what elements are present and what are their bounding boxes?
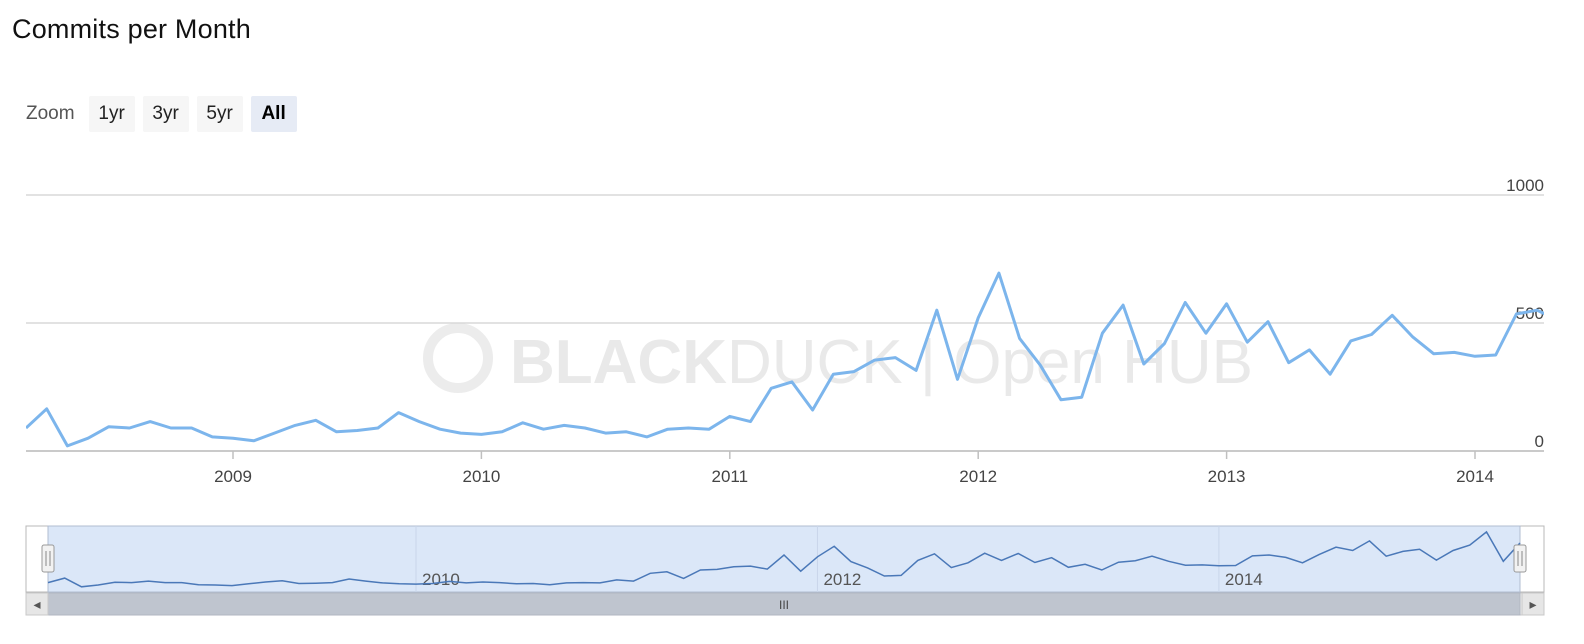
scroll-left-arrow-icon: ◂ xyxy=(33,596,40,612)
navigator-tick-label: 2012 xyxy=(823,570,861,589)
zoom-1yr-button[interactable]: 1yr xyxy=(88,96,135,132)
x-tick-label: 2009 xyxy=(214,467,252,486)
y-tick-label: 0 xyxy=(1535,432,1544,451)
zoom-3yr-button[interactable]: 3yr xyxy=(142,96,189,132)
navigator-left-handle[interactable] xyxy=(41,544,55,573)
scroll-right-button[interactable] xyxy=(1521,592,1545,616)
zoom-label: Zoom xyxy=(26,103,75,124)
x-tick-label: 2010 xyxy=(462,467,500,486)
navigator-series-line xyxy=(47,530,1521,588)
zoom-controls: Zoom 1yr 3yr 5yr All xyxy=(26,96,297,132)
x-tick-label: 2013 xyxy=(1208,467,1246,486)
chart-title: Commits per Month xyxy=(12,14,251,44)
navigator-tick-label: 2010 xyxy=(422,570,460,589)
scrollbar-grip: III xyxy=(779,598,789,612)
y-tick-label: 1000 xyxy=(1506,176,1544,195)
scroll-right-arrow-icon: ▸ xyxy=(1529,596,1536,612)
navigator-tick-label: 2014 xyxy=(1225,570,1263,589)
navigator-right-handle[interactable] xyxy=(1513,544,1527,573)
zoom-5yr-button[interactable]: 5yr xyxy=(196,96,243,132)
series-line xyxy=(26,271,1544,448)
watermark-logo-icon xyxy=(423,323,493,393)
watermark-text: BLACKDUCK | Open HUB xyxy=(510,328,1253,397)
navigator-range-mask[interactable] xyxy=(47,525,1521,593)
scroll-left-button[interactable] xyxy=(25,592,49,616)
x-tick-label: 2012 xyxy=(959,467,997,486)
x-tick-label: 2014 xyxy=(1456,467,1494,486)
watermark: BLACKDUCK | Open HUB xyxy=(423,323,1253,397)
x-tick-label: 2011 xyxy=(712,467,749,486)
zoom-all-button[interactable]: All xyxy=(250,96,297,132)
